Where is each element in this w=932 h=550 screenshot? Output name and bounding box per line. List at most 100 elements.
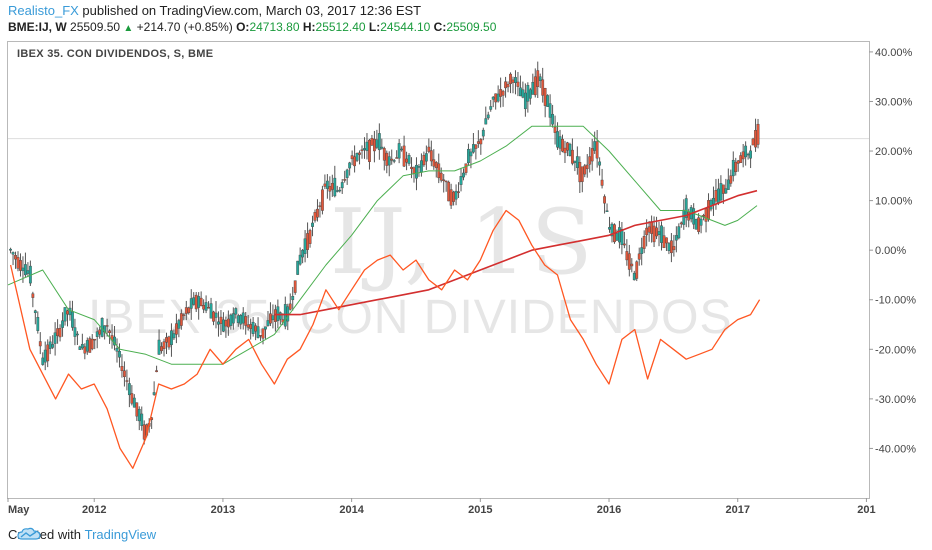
candle-body [214, 312, 218, 318]
candle-body [647, 226, 651, 233]
chart-frame[interactable] [7, 41, 870, 499]
candle-body [157, 339, 161, 355]
candle-body [635, 261, 639, 279]
candle-body [489, 106, 493, 110]
high-label: H: [302, 20, 316, 34]
candle-body [335, 190, 339, 192]
candle-body [546, 95, 550, 107]
candle-body [142, 424, 146, 440]
candle-body [432, 159, 436, 167]
candle-body [724, 188, 728, 194]
open-value: 24713.80 [249, 20, 300, 34]
candle-body [679, 222, 683, 225]
candle-body [662, 235, 666, 249]
candle-body [182, 314, 186, 316]
candle-body [444, 180, 448, 183]
candle-body [590, 148, 594, 162]
candle-body [739, 155, 743, 163]
candle-body [316, 208, 319, 218]
candle-body [269, 313, 272, 324]
candle-body [551, 113, 554, 125]
tradingview-logo-icon [17, 527, 41, 540]
close-value: 25509.50 [446, 20, 497, 34]
candle-body [368, 139, 371, 162]
candle-body [625, 251, 629, 261]
candle-body [573, 160, 577, 163]
candle-body [474, 144, 478, 149]
candle-body [442, 179, 446, 182]
candle-body [343, 179, 347, 181]
candle-body [43, 349, 47, 363]
candle-body [73, 327, 77, 337]
candle-body [184, 307, 188, 314]
candle-body [704, 208, 708, 222]
candle-body [526, 84, 530, 102]
candle-body [231, 313, 235, 324]
candle-body [427, 146, 431, 152]
candle-body [682, 209, 686, 225]
candle-body [511, 79, 515, 83]
candle-body [93, 338, 97, 341]
y-tick-label: -20.00% [875, 344, 916, 356]
candle-body [499, 89, 503, 97]
candle-body [234, 308, 238, 315]
candle-body [501, 90, 505, 96]
candle-body [278, 312, 282, 320]
candle-body [261, 328, 265, 339]
candle-body [714, 190, 718, 202]
candle-body [422, 154, 426, 166]
candle-body [707, 200, 710, 220]
candle-body [31, 293, 35, 298]
candle-body [328, 186, 332, 192]
candle-body [595, 141, 599, 159]
candle-body [174, 323, 178, 335]
candle-body [615, 233, 619, 241]
candle-body [38, 341, 42, 347]
price-change: +214.70 (+0.85%) [136, 20, 233, 34]
candle-body [360, 149, 364, 151]
candle-body [652, 225, 656, 243]
candle-body [462, 172, 465, 178]
candle-body [137, 408, 141, 422]
y-tick-label: -10.00% [875, 295, 916, 307]
candle-body [731, 159, 735, 177]
candle-body [726, 179, 730, 190]
candle-body [756, 123, 760, 145]
candle-body [170, 330, 173, 346]
candle-body [481, 129, 485, 137]
candle-body [155, 370, 158, 373]
candle-body [78, 346, 82, 350]
ohlc-line: BME:IJ, W 25509.50 ▲ +214.70 (+0.85%) O:… [8, 20, 496, 34]
tradingview-brand-link[interactable]: TradingView [84, 527, 157, 542]
candle-body [177, 320, 181, 329]
candle-body [677, 226, 681, 239]
candle-body [694, 218, 698, 230]
high-value: 25512.40 [315, 20, 366, 34]
candle-body [350, 155, 354, 160]
candle-body [333, 177, 337, 197]
candle-body [16, 257, 20, 269]
candle-body [709, 200, 713, 210]
last-price: 25509.50 [70, 20, 121, 34]
candle-body [298, 254, 302, 265]
candle-body [194, 294, 198, 310]
candle-body [321, 189, 324, 211]
candle-body [325, 180, 329, 189]
candle-body [271, 315, 275, 321]
candle-body [417, 166, 421, 168]
candle-body [236, 315, 240, 323]
candle-body [372, 138, 376, 152]
candle-body [561, 138, 564, 152]
candle-body [650, 221, 653, 234]
candle-body [85, 340, 89, 352]
candle-body [259, 334, 262, 337]
candle-body [61, 320, 64, 328]
author-link[interactable]: Realisto_FX [8, 3, 79, 18]
candle-body [717, 188, 720, 203]
candle-body [637, 253, 641, 260]
candle-body [583, 165, 587, 175]
candle-body [632, 272, 636, 281]
candle-body [296, 260, 300, 275]
candle-body [405, 158, 408, 163]
